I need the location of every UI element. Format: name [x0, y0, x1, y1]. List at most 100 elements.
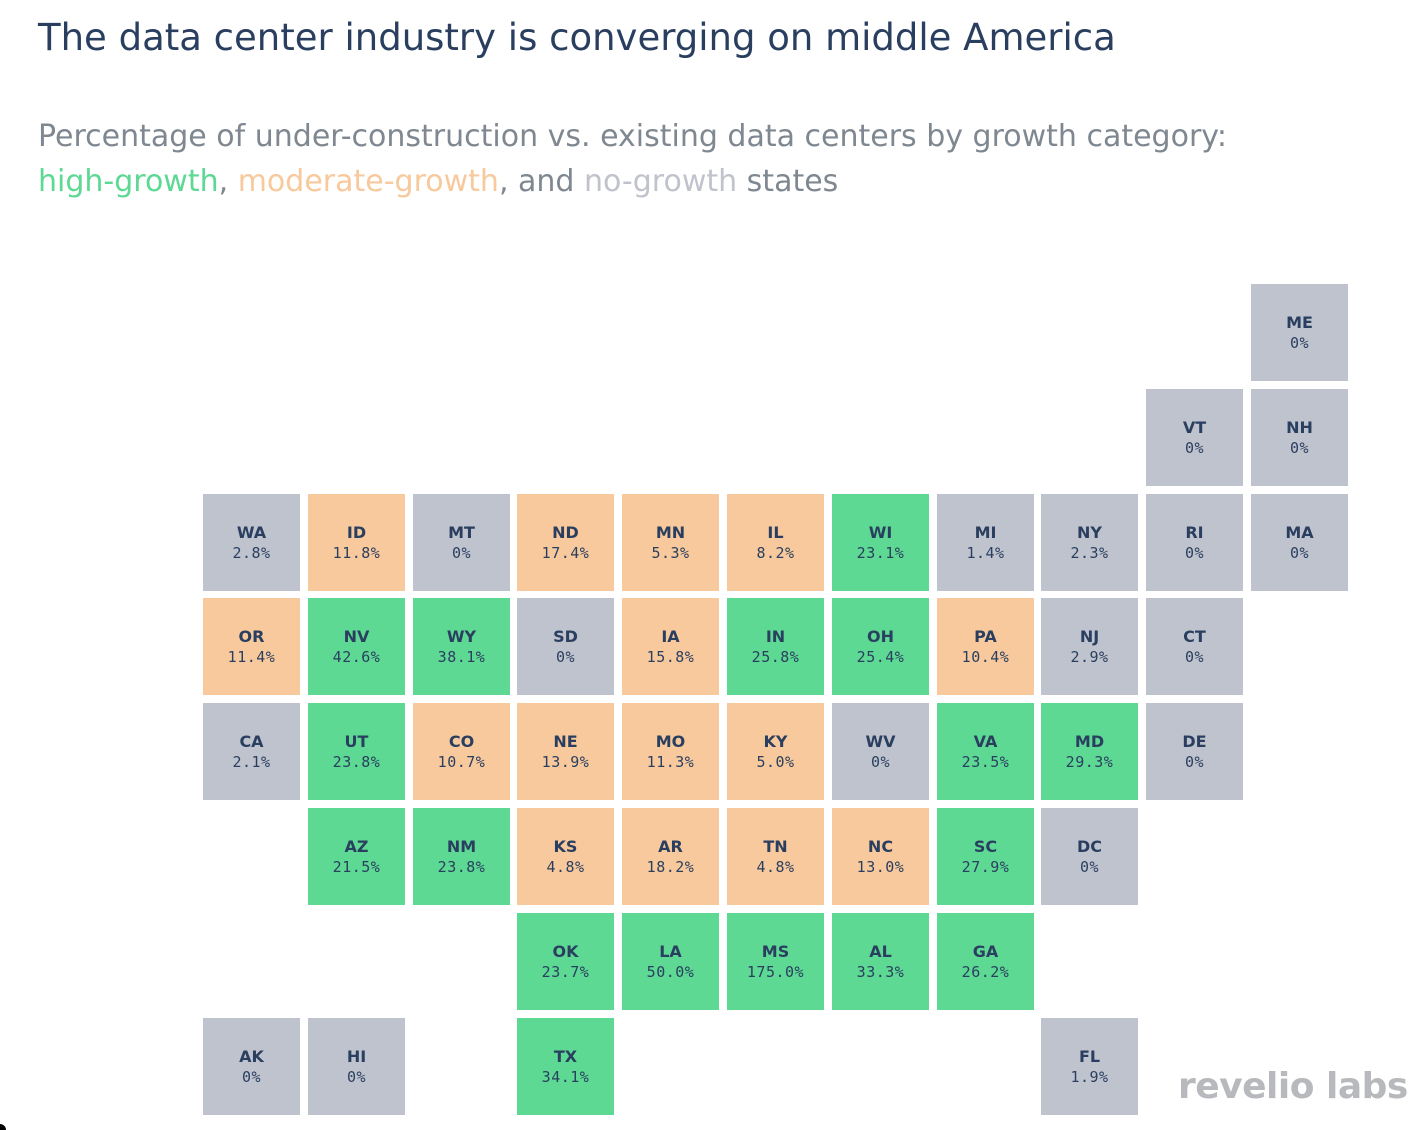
state-percentage: 10.4%: [961, 647, 1010, 666]
state-percentage: 11.4%: [227, 647, 276, 666]
state-abbr: MT: [448, 522, 475, 542]
state-tile-ny: NY 2.3%: [1041, 494, 1138, 591]
state-percentage: 17.4%: [541, 543, 590, 562]
state-percentage: 175.0%: [746, 962, 805, 981]
state-tile-la: LA 50.0%: [622, 913, 719, 1010]
state-percentage: 38.1%: [437, 647, 486, 666]
state-abbr: AK: [239, 1046, 264, 1066]
state-percentage: 0%: [1184, 543, 1205, 562]
state-tile-ne: NE 13.9%: [517, 703, 614, 800]
state-abbr: AR: [658, 836, 683, 856]
subtitle-separator: ,: [218, 164, 238, 199]
state-percentage: 5.3%: [651, 543, 690, 562]
state-abbr: OK: [552, 941, 579, 961]
state-abbr: WA: [236, 522, 267, 542]
state-tile-nj: NJ 2.9%: [1041, 598, 1138, 695]
legend-moderate-growth: moderate-growth: [237, 164, 499, 199]
state-tile-dc: DC 0%: [1041, 808, 1138, 905]
state-tile-ky: KY 5.0%: [727, 703, 824, 800]
state-percentage: 2.3%: [1070, 543, 1109, 562]
state-percentage: 0%: [870, 752, 891, 771]
state-abbr: OH: [867, 626, 894, 646]
state-abbr: NV: [343, 626, 370, 646]
state-abbr: ND: [552, 522, 579, 542]
state-tile-ct: CT 0%: [1146, 598, 1243, 695]
state-percentage: 0%: [1184, 752, 1205, 771]
state-abbr: SD: [553, 626, 578, 646]
state-tile-md: MD 29.3%: [1041, 703, 1138, 800]
state-percentage: 15.8%: [646, 647, 695, 666]
state-abbr: AL: [869, 941, 892, 961]
state-percentage: 33.3%: [856, 962, 905, 981]
state-tile-wy: WY 38.1%: [413, 598, 510, 695]
state-tile-fl: FL 1.9%: [1041, 1018, 1138, 1115]
state-percentage: 2.1%: [232, 752, 271, 771]
state-tile-mo: MO 11.3%: [622, 703, 719, 800]
state-abbr: DE: [1182, 731, 1207, 751]
state-abbr: TX: [553, 1046, 578, 1066]
chart-subtitle: Percentage of under-construction vs. exi…: [38, 114, 1227, 204]
state-percentage: 4.8%: [756, 857, 795, 876]
state-tile-tn: TN 4.8%: [727, 808, 824, 905]
state-abbr: TN: [763, 836, 788, 856]
state-tile-ga: GA 26.2%: [937, 913, 1034, 1010]
state-percentage: 25.4%: [856, 647, 905, 666]
state-tile-nm: NM 23.8%: [413, 808, 510, 905]
state-tile-de: DE 0%: [1146, 703, 1243, 800]
state-percentage: 27.9%: [961, 857, 1010, 876]
state-tile-ks: KS 4.8%: [517, 808, 614, 905]
state-percentage: 8.2%: [756, 543, 795, 562]
state-tile-co: CO 10.7%: [413, 703, 510, 800]
state-abbr: VA: [973, 731, 998, 751]
state-abbr: NE: [553, 731, 578, 751]
state-tile-vt: VT 0%: [1146, 389, 1243, 486]
revelio-labs-logo: revelio labs: [1178, 1066, 1408, 1107]
state-abbr: RI: [1185, 522, 1204, 542]
state-tile-wa: WA 2.8%: [203, 494, 300, 591]
subtitle-tail: states: [737, 164, 839, 199]
state-percentage: 0%: [1079, 857, 1100, 876]
state-percentage: 11.3%: [646, 752, 695, 771]
state-tile-mt: MT 0%: [413, 494, 510, 591]
state-abbr: WI: [868, 522, 893, 542]
state-abbr: OR: [238, 626, 265, 646]
state-percentage: 2.8%: [232, 543, 271, 562]
state-abbr: MO: [655, 731, 686, 751]
state-percentage: 18.2%: [646, 857, 695, 876]
state-tile-id: ID 11.8%: [308, 494, 405, 591]
state-abbr: ID: [346, 522, 367, 542]
state-tile-mn: MN 5.3%: [622, 494, 719, 591]
legend-high-growth: high-growth: [38, 164, 219, 199]
state-tile-mi: MI 1.4%: [937, 494, 1034, 591]
state-abbr: NH: [1286, 417, 1313, 437]
state-tile-il: IL 8.2%: [727, 494, 824, 591]
state-abbr: IA: [661, 626, 680, 646]
state-percentage: 0%: [1184, 647, 1205, 666]
state-tile-pa: PA 10.4%: [937, 598, 1034, 695]
state-percentage: 23.8%: [437, 857, 486, 876]
chart-title: The data center industry is converging o…: [38, 16, 1116, 59]
subtitle-separator: , and: [498, 164, 584, 199]
state-percentage: 2.9%: [1070, 647, 1109, 666]
state-abbr: CA: [239, 731, 264, 751]
state-tile-nh: NH 0%: [1251, 389, 1348, 486]
state-percentage: 23.1%: [856, 543, 905, 562]
state-abbr: KY: [763, 731, 788, 751]
state-percentage: 26.2%: [961, 962, 1010, 981]
state-tile-ia: IA 15.8%: [622, 598, 719, 695]
state-abbr: GA: [972, 941, 999, 961]
state-abbr: DC: [1076, 836, 1103, 856]
state-tile-ok: OK 23.7%: [517, 913, 614, 1010]
legend-no-growth: no-growth: [584, 164, 738, 199]
state-abbr: CT: [1183, 626, 1206, 646]
state-tile-nd: ND 17.4%: [517, 494, 614, 591]
state-percentage: 34.1%: [541, 1067, 590, 1086]
state-abbr: WY: [446, 626, 477, 646]
state-tile-va: VA 23.5%: [937, 703, 1034, 800]
state-abbr: MA: [1285, 522, 1314, 542]
corner-mark: [0, 1124, 6, 1130]
state-tile-sc: SC 27.9%: [937, 808, 1034, 905]
state-percentage: 0%: [555, 647, 576, 666]
state-tile-ar: AR 18.2%: [622, 808, 719, 905]
state-tile-nc: NC 13.0%: [832, 808, 929, 905]
